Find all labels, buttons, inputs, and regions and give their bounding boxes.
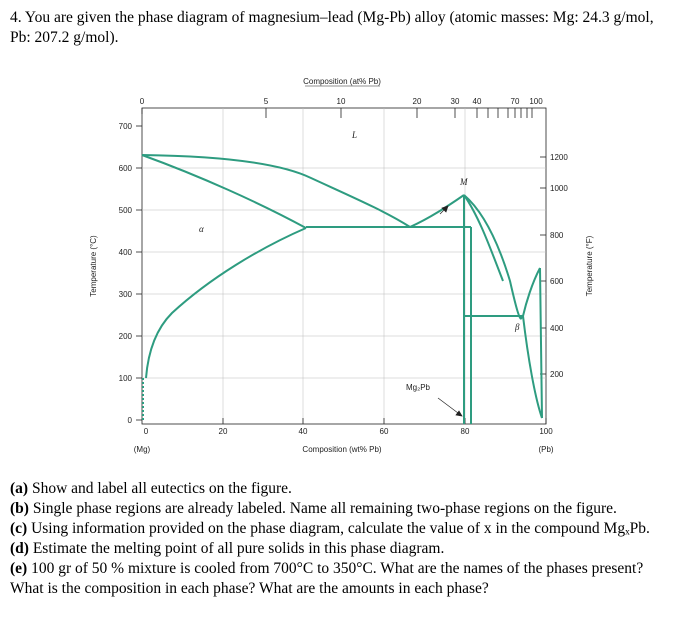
question-d-text: Estimate the melting point of all pure s… [32, 540, 445, 557]
top-tick-20: 20 [413, 97, 422, 106]
solidus-alpha [141, 154, 307, 229]
left-axis-title: Temperature (°C) [89, 235, 98, 297]
bottom-tick-80: 80 [461, 427, 470, 436]
left-tick-600: 600 [119, 164, 133, 173]
right-axis-title: Temperature (°F) [585, 235, 594, 296]
question-e-text: 100 gr of 50 % mixture is cooled from 70… [10, 560, 644, 597]
question-d-tag: (d) [10, 540, 29, 557]
label-m: M [459, 177, 468, 187]
phase-diagram-svg: L α β M Mg₂Pb Composition (at% Pb) 0 5 1… [89, 78, 594, 454]
bottom-end-mg: (Mg) [134, 445, 151, 454]
top-tick-70: 70 [511, 97, 520, 106]
left-tick-500: 500 [119, 206, 133, 215]
top-tick-0: 0 [140, 97, 145, 106]
question-a-tag: (a) [10, 480, 29, 497]
left-ticks [136, 125, 142, 421]
plot-frame [141, 107, 547, 425]
question-a: (a) Show and label all eutectics on the … [10, 479, 674, 499]
question-d: (d) Estimate the melting point of all pu… [10, 539, 674, 559]
question-b-text: Single phase regions are already labeled… [32, 500, 617, 517]
question-b: (b) Single phase regions are already lab… [10, 499, 674, 519]
problem-intro: 4. You are given the phase diagram of ma… [10, 9, 654, 46]
solvus-alpha [145, 227, 307, 379]
bottom-tick-60: 60 [380, 427, 389, 436]
left-tick-200: 200 [119, 332, 133, 341]
top-tick-30: 30 [451, 97, 460, 106]
bottom-tick-20: 20 [219, 427, 228, 436]
question-a-text: Show and label all eutectics on the figu… [31, 480, 292, 497]
question-e: (e) 100 gr of 50 % mixture is cooled fro… [10, 559, 674, 599]
right-tick-1200: 1200 [550, 153, 568, 162]
right-tick-400: 400 [550, 324, 564, 333]
question-c-tag: (c) [10, 520, 28, 537]
top-tick-40: 40 [473, 97, 482, 106]
bottom-tick-0: 0 [144, 427, 149, 436]
left-tick-0: 0 [128, 416, 133, 425]
bottom-tick-40: 40 [299, 427, 308, 436]
left-tick-100: 100 [119, 374, 133, 383]
phase-diagram: L α β M Mg₂Pb Composition (at% Pb) 0 5 1… [80, 78, 600, 470]
question-c-text: Using information provided on the phase … [31, 520, 650, 537]
arrows [437, 205, 463, 417]
grid [142, 108, 546, 424]
top-tick-5: 5 [264, 97, 269, 106]
top-ticks [141, 108, 533, 118]
right-tick-1000: 1000 [550, 184, 568, 193]
top-axis-title: Composition (at% Pb) [303, 78, 381, 86]
label-liquid: L [351, 130, 357, 140]
bottom-ticks [222, 418, 547, 424]
bottom-end-pb: (Pb) [538, 445, 553, 454]
bottom-axis-title: Composition (wt% Pb) [302, 445, 381, 454]
bottom-tick-100: 100 [539, 427, 553, 436]
left-tick-700: 700 [119, 122, 133, 131]
right-tick-800: 800 [550, 231, 564, 240]
question-e-tag: (e) [10, 560, 28, 577]
question-b-tag: (b) [10, 500, 29, 517]
top-tick-10: 10 [337, 97, 346, 106]
label-beta: β [514, 322, 520, 332]
liquidus-mg-side [141, 154, 411, 228]
beta-boundaries [522, 267, 543, 419]
phase-boundaries [141, 154, 543, 424]
top-tick-100: 100 [529, 97, 543, 106]
right-tick-200: 200 [550, 370, 564, 379]
right-tick-600: 600 [550, 277, 564, 286]
question-c: (c) Using information provided on the ph… [10, 519, 674, 539]
label-compound: Mg₂Pb [406, 383, 431, 392]
label-alpha: α [199, 224, 204, 234]
left-tick-300: 300 [119, 290, 133, 299]
liquidus-compound-left [409, 194, 465, 228]
liquidus-right-branch [463, 194, 504, 282]
question-list: (a) Show and label all eutectics on the … [10, 479, 674, 599]
left-tick-400: 400 [119, 248, 133, 257]
